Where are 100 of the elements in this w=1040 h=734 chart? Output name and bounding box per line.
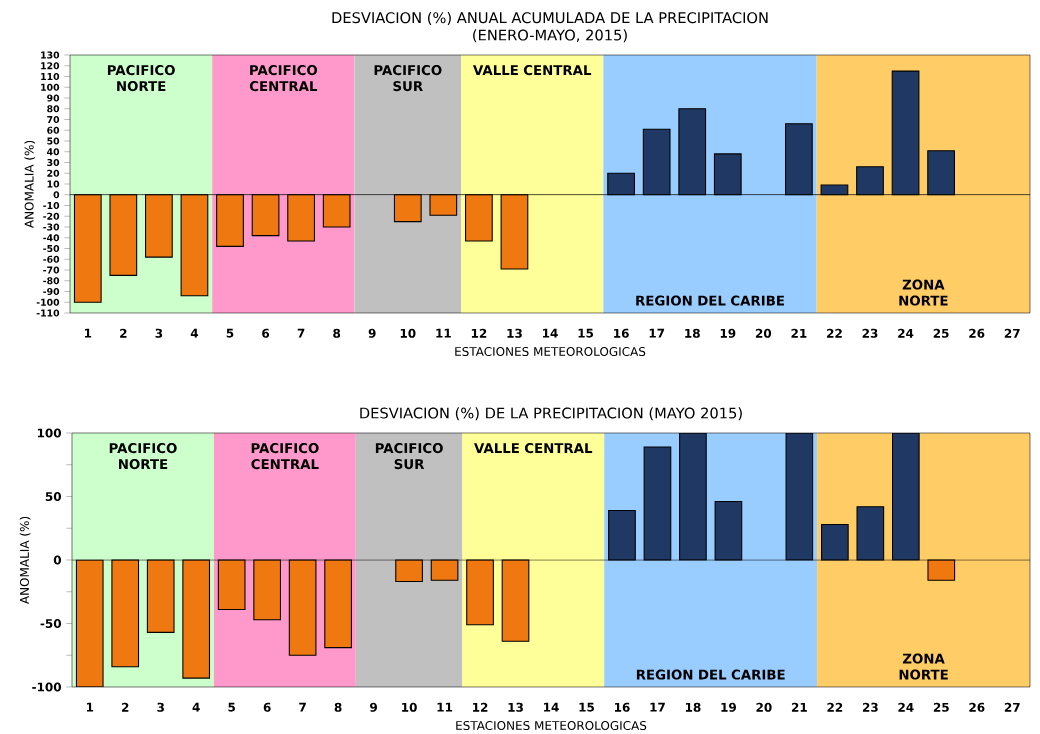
y-tick-label: 20 (47, 169, 60, 177)
x-tick-label: 25 (933, 328, 949, 338)
x-tick-label: 1 (86, 702, 94, 712)
bar (821, 523, 849, 561)
x-tick-label: 26 (969, 702, 985, 712)
x-tick-label: 8 (334, 702, 342, 712)
y-tick-label: 40 (47, 147, 60, 156)
band-label: REGION DEL CARIBE (636, 669, 785, 680)
x-tick-label: 11 (437, 702, 453, 712)
x-axis-title: ESTACIONES METEOROLOGICAS (455, 346, 646, 356)
bar (856, 505, 885, 561)
y-tick-label: -100 (32, 682, 62, 692)
bar (217, 559, 246, 610)
bar (608, 509, 636, 561)
x-tick-label: 27 (1004, 702, 1020, 712)
x-tick-label: 20 (756, 702, 772, 712)
x-tick-label: 4 (190, 328, 199, 338)
band-label: PACIFICO CENTRAL (251, 442, 319, 469)
x-tick-label: 19 (721, 702, 736, 712)
x-tick-label: 7 (297, 328, 305, 338)
y-tick-label: 100 (37, 428, 62, 438)
x-tick-label: 4 (192, 702, 200, 712)
y-tick-label: -20 (43, 212, 60, 220)
bar (430, 559, 459, 581)
y-tick-label: 60 (47, 126, 60, 134)
chart-subtitle: (ENERO-MAYO, 2015) (473, 29, 627, 43)
x-tick-label: 27 (1004, 328, 1020, 338)
x-tick-label: 23 (862, 702, 878, 712)
y-tick-label: 0 (53, 190, 60, 199)
band-label: PACIFICO CENTRAL (249, 64, 318, 91)
x-tick-label: 16 (614, 328, 629, 338)
bar (466, 559, 494, 626)
y-tick-label: 110 (41, 72, 60, 80)
bar (146, 559, 175, 633)
x-tick-label: 10 (402, 702, 417, 712)
y-tick-label: -30 (43, 223, 60, 231)
x-tick-label: 20 (755, 328, 772, 338)
band-label: ZONA NORTE (899, 653, 948, 680)
x-tick-label: 17 (649, 328, 665, 338)
bar (714, 500, 743, 561)
bar (182, 559, 211, 679)
x-tick-label: 5 (226, 328, 234, 338)
y-tick-label: -40 (43, 233, 60, 242)
y-tick-label: -90 (43, 287, 60, 295)
x-tick-label: 18 (685, 702, 701, 712)
band-label: ZONA NORTE (899, 279, 948, 306)
x-tick-label: 19 (720, 328, 736, 338)
y-axis-title: ANOMALIA (%) (19, 516, 31, 604)
x-tick-label: 14 (543, 328, 558, 338)
x-tick-label: 26 (969, 328, 985, 338)
band-label: PACIFICO NORTE (109, 442, 177, 469)
x-tick-label: 5 (228, 702, 235, 712)
x-tick-label: 13 (507, 328, 522, 338)
band-label: PACIFICO NORTE (107, 64, 175, 91)
bar (643, 446, 672, 561)
bar (927, 559, 956, 581)
x-tick-label: 1 (84, 328, 92, 338)
y-tick-label: 70 (47, 115, 60, 123)
x-axis-title: ESTACIONES METEOROLOGICAS (456, 720, 647, 730)
y-tick-label: -80 (43, 276, 60, 285)
x-tick-label: 25 (933, 702, 949, 712)
x-tick-label: 24 (898, 328, 914, 338)
y-tick-label: 120 (41, 61, 60, 70)
y-tick-label: -60 (43, 255, 60, 263)
y-tick-label: 80 (47, 104, 60, 113)
x-tick-label: 15 (578, 328, 594, 338)
y-tick-label: -100 (36, 298, 60, 306)
x-tick-label: 11 (436, 328, 451, 338)
x-tick-label: 22 (827, 702, 843, 712)
x-tick-label: 8 (333, 328, 341, 338)
x-tick-label: 2 (121, 702, 129, 712)
y-tick-label: 30 (47, 158, 60, 166)
y-tick-label: 90 (47, 94, 60, 102)
y-tick-label: -50 (40, 618, 62, 628)
bar (111, 559, 140, 667)
x-tick-label: 21 (791, 702, 807, 712)
x-tick-label: 14 (544, 702, 559, 712)
x-tick-label: 21 (791, 328, 807, 338)
y-tick-label: 50 (47, 137, 60, 145)
y-tick-label: -10 (43, 201, 60, 209)
x-tick-label: 6 (262, 328, 270, 338)
x-tick-label: 9 (368, 328, 376, 338)
band-label: PACIFICO SUR (375, 442, 443, 469)
y-tick-label: -50 (43, 244, 60, 252)
x-tick-label: 12 (473, 702, 488, 712)
bar (253, 559, 281, 620)
x-tick-label: 23 (862, 328, 878, 338)
x-tick-label: 12 (471, 328, 487, 338)
band-label: VALLE CENTRAL (473, 64, 592, 75)
bar (395, 559, 423, 582)
x-tick-label: 24 (898, 702, 914, 712)
bar (324, 559, 352, 648)
x-tick-label: 6 (263, 702, 271, 712)
chart-title: DESVIACION (%) ANUAL ACUMULADA DE LA PRECIPITACION (332, 11, 768, 25)
y-tick-label: 0 (53, 555, 62, 565)
x-tick-label: 9 (370, 702, 378, 712)
y-tick-label: 130 (41, 51, 60, 59)
chart-title: DESVIACION (%) DE LA PRECIPITACION (MAYO 2015) (360, 406, 742, 421)
x-tick-label: 22 (827, 328, 842, 338)
x-tick-label: 7 (299, 702, 306, 712)
